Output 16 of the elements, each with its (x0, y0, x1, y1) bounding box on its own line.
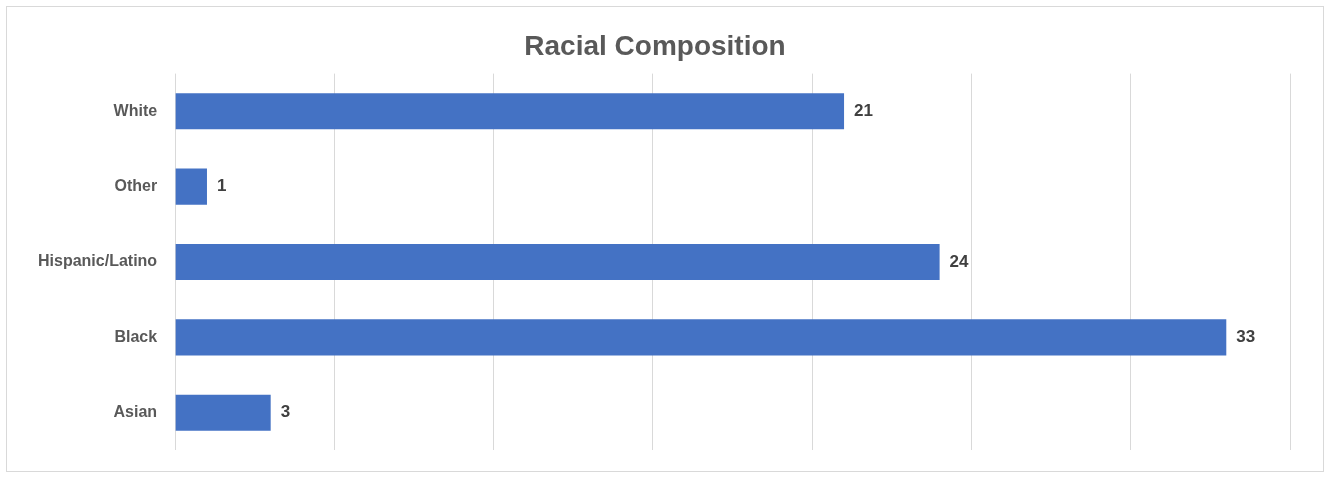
bar (175, 243, 940, 281)
chart-title: Racial Composition (524, 29, 786, 61)
bar (175, 319, 1227, 356)
bar (175, 168, 207, 205)
y-tick-label: White (113, 101, 158, 119)
y-tick-label: Black (114, 327, 158, 345)
data-label: 3 (280, 402, 291, 422)
bar (175, 93, 845, 130)
data-label: 1 (216, 176, 227, 196)
bar (175, 394, 271, 431)
data-label: 33 (1236, 327, 1256, 347)
y-tick-label: Hispanic/Latino (38, 252, 158, 270)
data-label: 24 (949, 251, 970, 271)
y-tick-label: Other (114, 177, 158, 195)
data-label: 21 (854, 100, 873, 120)
y-tick-label: Asian (113, 403, 158, 421)
